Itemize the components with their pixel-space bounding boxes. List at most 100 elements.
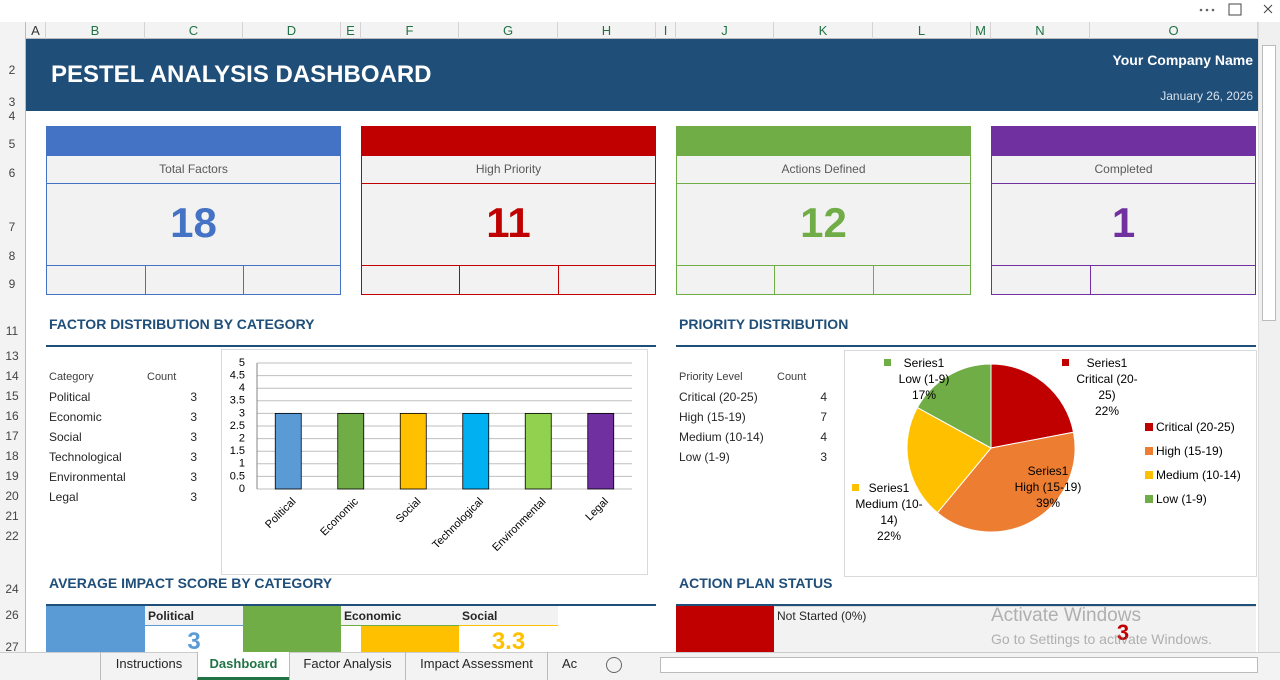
series-name: Series1: [903, 356, 945, 370]
row-header: 16: [5, 409, 19, 423]
pie-data-label: Series1 Medium (10-14) 22%: [854, 480, 924, 544]
column-header: F: [361, 22, 459, 39]
status-count: 3: [1116, 620, 1130, 645]
label-key: [1062, 359, 1069, 366]
kpi-cell-divider: [243, 265, 244, 295]
section-title: AVERAGE IMPACT SCORE BY CATEGORY: [49, 575, 333, 591]
legend-label: Medium (10-14): [1156, 468, 1241, 482]
y-tick-label: 3: [239, 407, 245, 419]
kpi-value: 11: [486, 199, 531, 246]
kpi-divider: [991, 183, 1256, 184]
column-header: O: [1090, 22, 1258, 39]
y-tick-label: 4.5: [230, 370, 245, 382]
table-cell: Environmental: [49, 470, 126, 484]
header-band: [26, 39, 1258, 111]
sheet-tab[interactable]: Dashboard: [197, 652, 289, 680]
y-tick-label: 5: [239, 357, 245, 369]
kpi-value: 12: [800, 199, 847, 246]
watermark: Activate Windows: [991, 605, 1141, 626]
column-header: L: [873, 22, 971, 39]
section-underline: [46, 345, 656, 347]
watermark: Go to Settings to activate Windows.: [991, 631, 1212, 647]
column-header: D: [243, 22, 341, 39]
new-sheet-button[interactable]: [606, 657, 622, 673]
table-cell: 3: [820, 450, 827, 464]
series-name: Series1: [1086, 356, 1128, 370]
row-header: 8: [8, 249, 16, 263]
impact-value: 3: [187, 628, 201, 655]
sheet-tab[interactable]: Instructions: [100, 652, 197, 680]
pie-data-label: Series1 High (15-19) 39%: [1003, 463, 1093, 511]
row-header: 3: [8, 95, 16, 109]
kpi-card: [361, 155, 656, 295]
table-cell: 4: [820, 390, 827, 404]
status-color-block: [676, 606, 774, 652]
column-header: I: [656, 22, 676, 39]
y-tick-label: 0: [239, 483, 245, 495]
label-key: [884, 359, 891, 366]
table-header: Count: [777, 371, 807, 383]
row-header: 6: [8, 166, 16, 180]
scroll-thumb[interactable]: [1262, 45, 1276, 321]
section-underline: [46, 604, 656, 606]
table-cell: Critical (20-25): [679, 390, 758, 404]
category-name: Low (1-9): [898, 372, 950, 386]
kpi-cell-divider: [558, 265, 559, 295]
row-header: 26: [5, 608, 19, 622]
row-header: 5: [8, 137, 16, 151]
legend-key: [1145, 471, 1153, 479]
horizontal-scrollbar[interactable]: [660, 657, 1258, 673]
pie-slice: [936, 431, 1076, 533]
impact-label: Economic: [341, 606, 459, 626]
label-key: [852, 484, 859, 491]
dashboard-title: PESTEL ANALYSIS DASHBOARD: [51, 61, 432, 88]
pie-data-label: Series1 Critical (20-25) 22%: [1072, 355, 1142, 419]
sheet-tab[interactable]: Impact Assessment: [405, 652, 547, 680]
kpi-divider: [46, 265, 341, 266]
row-header: 22: [5, 529, 19, 543]
y-tick-label: 3.5: [230, 395, 245, 407]
column-header: B: [46, 22, 145, 39]
percent-label: 39%: [1035, 496, 1061, 510]
kpi-cell-divider: [774, 265, 775, 295]
x-tick-label: Political: [263, 496, 298, 531]
legend-label: Low (1-9): [1156, 492, 1207, 506]
table-cell: 3: [190, 450, 197, 464]
kpi-label: Completed: [1094, 162, 1153, 176]
y-tick-label: 4: [239, 382, 245, 394]
row-header: 17: [5, 429, 19, 443]
kpi-color-bar: [676, 126, 971, 155]
section-title: ACTION PLAN STATUS: [679, 575, 833, 591]
kpi-cell-divider: [873, 265, 874, 295]
table-cell: Economic: [49, 410, 102, 424]
row-header: 27: [5, 640, 19, 654]
category-name: Critical (20-25): [1076, 372, 1138, 402]
report-date: January 26, 2026: [1160, 89, 1253, 103]
bar: [337, 412, 365, 490]
table-cell: 7: [820, 410, 827, 424]
x-tick-label: Social: [394, 496, 424, 526]
y-tick-label: 2.5: [230, 420, 245, 432]
row-header: 11: [5, 324, 19, 338]
kpi-value: 18: [170, 199, 217, 246]
table-cell: High (15-19): [679, 410, 746, 424]
row-header: 15: [5, 389, 19, 403]
impact-color-block: [46, 606, 145, 652]
table-cell: 3: [190, 430, 197, 444]
y-tick-label: 1.5: [230, 445, 245, 457]
sheet-tab[interactable]: Factor Analysis: [289, 652, 405, 680]
legend-key: [1145, 495, 1153, 503]
row-header: 2: [8, 63, 16, 77]
sheet-tab[interactable]: Ac: [547, 652, 590, 680]
impact-label: Social: [459, 606, 558, 626]
window-controls: [1199, 8, 1215, 12]
restore-icon[interactable]: [1228, 3, 1242, 16]
kpi-label: Total Factors: [159, 162, 228, 176]
x-tick-label: Technological: [430, 496, 486, 552]
section-underline: [676, 604, 1256, 606]
percent-label: 17%: [911, 388, 937, 402]
close-icon[interactable]: [1263, 4, 1273, 14]
table-cell: Low (1-9): [679, 450, 730, 464]
x-tick-label: Legal: [583, 496, 611, 524]
kpi-divider: [46, 183, 341, 184]
